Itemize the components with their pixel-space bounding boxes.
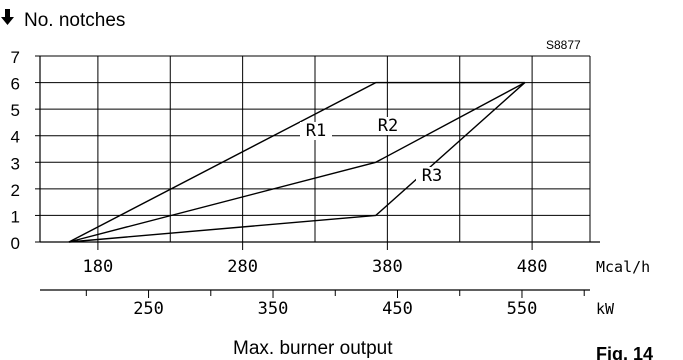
y-tick-label: 5 — [11, 101, 20, 120]
text-layer: No. notches S8877 Mcal/h kW Max. burner … — [1, 9, 653, 360]
x-bottom-tick-label: 250 — [133, 299, 164, 319]
x-axis-title: Max. burner output — [233, 338, 393, 359]
axes: 0 1 2 3 4 5 6 7 180 280 380 480 250 350 450 550 — [11, 48, 600, 319]
y-tick-label: 3 — [11, 154, 20, 173]
chart-code: S8877 — [546, 38, 581, 52]
x-unit-bottom: kW — [596, 300, 615, 318]
y-tick-label: 0 — [11, 234, 20, 253]
series-line-r3 — [68, 82, 526, 243]
y-tick-label: 1 — [11, 207, 20, 226]
x-top-tick-label: 480 — [517, 257, 548, 277]
x-bottom-tick-label: 450 — [382, 299, 413, 319]
series-label-bg — [372, 117, 404, 135]
x-bottom-tick-label: 350 — [258, 299, 289, 319]
series-line-r1 — [68, 81, 525, 243]
figure-label: Fig. 14 — [596, 344, 653, 360]
y-axis-label: No. notches — [24, 10, 125, 31]
x-bottom-tick-label: 550 — [507, 299, 538, 319]
y-tick-label: 4 — [11, 128, 20, 147]
x-top-tick-label: 280 — [227, 257, 258, 277]
x-unit-top: Mcal/h — [596, 258, 650, 276]
x-top-tick-label: 180 — [83, 257, 114, 277]
down-arrow-icon — [1, 9, 14, 25]
series-lines: R1 R2 R3 — [68, 81, 526, 243]
series-label-r1: R1 — [306, 121, 326, 141]
series-label-r3: R3 — [422, 166, 442, 186]
series-label-bg — [416, 167, 448, 185]
y-tick-label: 7 — [11, 48, 20, 67]
series-label-bg — [300, 122, 332, 140]
y-tick-label: 6 — [11, 75, 20, 94]
series-line-r2 — [68, 81, 526, 243]
y-tick-label: 2 — [11, 181, 20, 200]
series-label-r2: R2 — [378, 116, 398, 136]
grid — [40, 55, 591, 242]
x-top-tick-label: 380 — [372, 257, 403, 277]
